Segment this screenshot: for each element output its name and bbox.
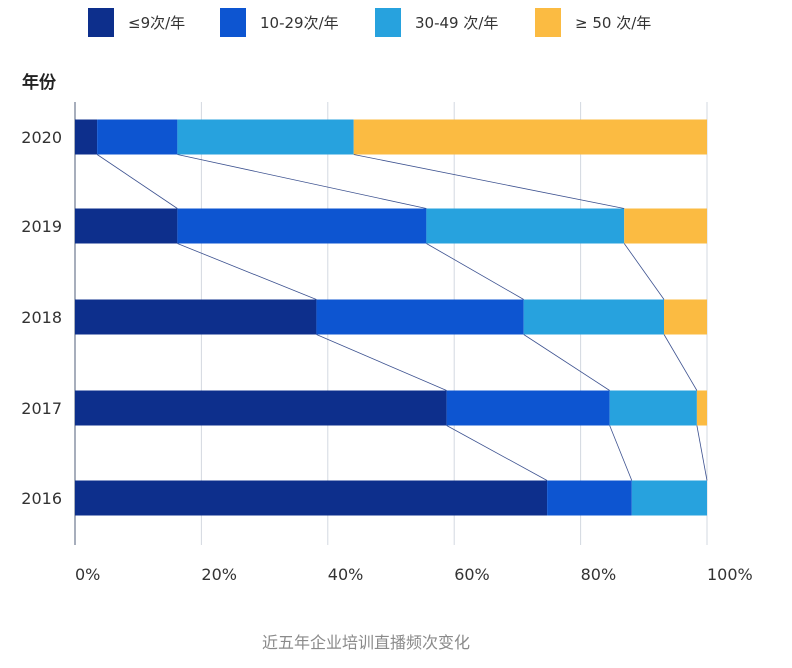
connector-line	[177, 243, 317, 300]
bar-segment	[353, 119, 707, 155]
legend-label: 30-49 次/年	[415, 14, 499, 32]
connector-line	[426, 243, 524, 300]
legend-label: 10-29次/年	[260, 14, 339, 32]
connector-line	[623, 243, 665, 300]
bar-segment	[177, 119, 354, 155]
x-tick-label: 80%	[581, 565, 617, 584]
x-tick-label: 0%	[75, 565, 100, 584]
x-tick-label: 60%	[454, 565, 490, 584]
legend-item-le9: ≤9次/年	[88, 8, 185, 37]
x-tick-label: 40%	[328, 565, 364, 584]
bar-segment	[547, 480, 632, 516]
bar-segment	[696, 390, 707, 426]
bar-segment	[75, 208, 178, 244]
legend-label: ≤9次/年	[128, 14, 186, 32]
connector-line	[96, 154, 178, 209]
legend-item-10-29: 10-29次/年	[220, 8, 339, 37]
bar-segment	[609, 390, 697, 426]
bar-segment	[426, 208, 625, 244]
y-tick-label: 2018	[21, 308, 62, 327]
legend-swatch	[375, 8, 401, 37]
bar-segment	[75, 480, 548, 516]
connector-line	[696, 425, 708, 481]
bar-segment	[446, 390, 610, 426]
connector-line	[609, 425, 633, 481]
connector-line	[353, 154, 625, 209]
connector-line	[177, 154, 427, 209]
bar-segment	[75, 390, 447, 426]
y-axis-title: 年份	[22, 73, 56, 93]
y-tick-label: 2017	[21, 399, 62, 418]
legend-swatch	[220, 8, 246, 37]
legend-swatch	[535, 8, 561, 37]
bar-segment	[631, 480, 707, 516]
connector-line	[316, 334, 447, 391]
bar-segment	[177, 208, 427, 244]
bar-segment	[316, 299, 524, 335]
x-tick-label: 100%	[707, 565, 753, 584]
bar-segment	[664, 299, 707, 335]
connector-line	[663, 334, 698, 391]
bar-segment	[523, 299, 665, 335]
y-tick-label: 2019	[21, 217, 62, 236]
chart-title: 近五年企业培训直播频次变化	[261, 633, 470, 652]
connector-line	[523, 334, 610, 391]
legend-item-30-49: 30-49 次/年	[375, 8, 498, 37]
bar-segment	[75, 119, 98, 155]
y-tick-label: 2016	[21, 489, 62, 508]
x-tick-label: 20%	[201, 565, 237, 584]
bar-segment	[75, 299, 317, 335]
legend-label: ≥ 50 次/年	[575, 14, 652, 32]
legend-item-ge50: ≥ 50 次/年	[535, 8, 651, 37]
legend: ≤9次/年 10-29次/年 30-49 次/年 ≥ 50 次/年	[0, 8, 792, 48]
legend-swatch	[88, 8, 114, 37]
bar-segment	[624, 208, 707, 244]
bar-segment	[97, 119, 178, 155]
connector-line	[446, 425, 548, 481]
y-tick-label: 2020	[21, 128, 62, 147]
